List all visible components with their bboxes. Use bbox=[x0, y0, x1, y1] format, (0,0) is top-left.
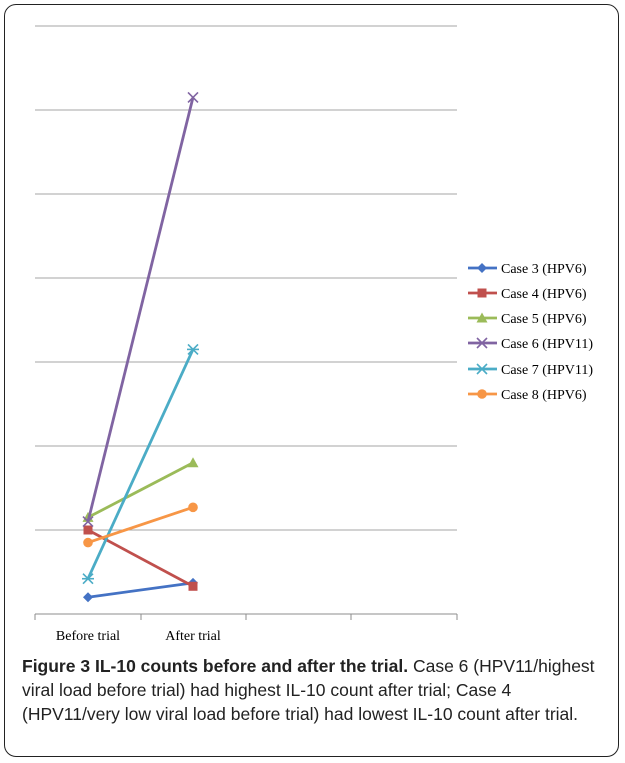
series-3 bbox=[83, 577, 198, 603]
figure-caption: Figure 3 IL-10 counts before and after t… bbox=[22, 654, 607, 726]
series-line bbox=[86, 97, 195, 522]
data-point-0 bbox=[82, 516, 94, 528]
x-tick-label-before: Before trial bbox=[56, 629, 120, 644]
marker-stroke bbox=[476, 337, 488, 349]
caption-text: Case 6 (HPV11/highest viral load before … bbox=[22, 656, 595, 724]
marker-stroke bbox=[82, 516, 94, 528]
line-chart: Before trial After trial Case 3 (HPV6) C… bbox=[34, 25, 593, 644]
legend-marker bbox=[476, 363, 488, 375]
series-4 bbox=[83, 525, 198, 591]
legend-label: Case 4 (HPV6) bbox=[501, 287, 587, 302]
series-layer bbox=[82, 91, 199, 603]
legend-label: Case 8 (HPV6) bbox=[501, 388, 587, 403]
legend-marker bbox=[477, 263, 487, 273]
legend-marker bbox=[477, 389, 487, 399]
data-point-0 bbox=[83, 537, 93, 548]
legend-label: Case 6 (HPV11) bbox=[501, 337, 593, 352]
legend-marker bbox=[477, 288, 487, 298]
data-point-1 bbox=[187, 91, 199, 103]
series-8 bbox=[83, 502, 198, 548]
caption-label: Figure 3 bbox=[22, 656, 91, 676]
figure-frame bbox=[4, 4, 619, 757]
legend-marker bbox=[476, 312, 488, 323]
marker-stroke bbox=[187, 91, 199, 103]
data-point-1 bbox=[188, 502, 198, 513]
series-line bbox=[87, 581, 194, 599]
axes bbox=[34, 613, 458, 620]
series-7 bbox=[82, 343, 199, 585]
legend-item-0: Case 3 (HPV6) bbox=[468, 262, 587, 277]
gridlines bbox=[35, 25, 457, 531]
data-point-0 bbox=[83, 525, 93, 535]
caption-title: IL-10 counts before and after the trial. bbox=[94, 656, 409, 676]
legend-item-1: Case 4 (HPV6) bbox=[468, 287, 587, 302]
data-point-0 bbox=[82, 573, 94, 585]
x-tick-label-after: After trial bbox=[165, 629, 221, 644]
legend-label: Case 7 (HPV11) bbox=[501, 363, 593, 378]
series-6 bbox=[82, 91, 199, 528]
legend-item-3: Case 6 (HPV11) bbox=[468, 337, 593, 352]
legend-item-4: Case 7 (HPV11) bbox=[468, 363, 593, 378]
x-tick-labels: Before trial After trial bbox=[56, 629, 221, 644]
series-line bbox=[86, 348, 195, 580]
data-point-0 bbox=[83, 592, 93, 603]
series-line bbox=[87, 461, 194, 519]
legend-item-2: Case 5 (HPV6) bbox=[468, 312, 587, 327]
legend: Case 3 (HPV6) Case 4 (HPV6) Case 5 (HPV6… bbox=[468, 262, 593, 403]
legend-label: Case 5 (HPV6) bbox=[501, 312, 587, 327]
series-line bbox=[87, 505, 194, 544]
legend-item-5: Case 8 (HPV6) bbox=[468, 388, 587, 403]
data-point-1 bbox=[188, 581, 198, 591]
data-point-1 bbox=[187, 457, 199, 468]
legend-label: Case 3 (HPV6) bbox=[501, 262, 587, 277]
data-point-1 bbox=[187, 343, 199, 355]
legend-marker bbox=[476, 337, 488, 349]
